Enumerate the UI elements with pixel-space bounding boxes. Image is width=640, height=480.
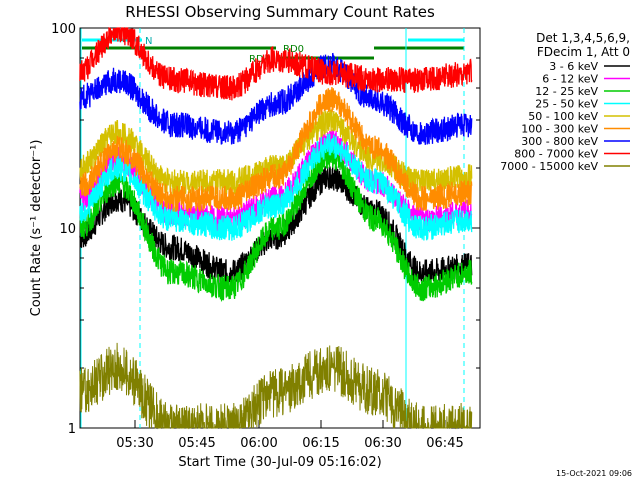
y-tick-label-100: 100	[51, 22, 76, 37]
legend-label: 800 - 7000 keV	[514, 148, 598, 161]
legend-label: 3 - 6 keV	[549, 60, 598, 73]
series-7000_15000keV-line	[79, 342, 473, 430]
x-tick-label-0615: 06:15	[302, 436, 339, 451]
series-12_25keV-line	[79, 144, 473, 303]
legend-label: 25 - 50 keV	[535, 98, 598, 111]
y-tick-label-10: 10	[59, 222, 76, 237]
x-tick-label-0545: 05:45	[178, 436, 215, 451]
x-tick-label-0600: 06:00	[240, 436, 277, 451]
timestamp: 15-Oct-2021 09:06	[556, 469, 632, 478]
x-tick-label-0645: 06:45	[426, 436, 463, 451]
series-path	[79, 144, 473, 303]
x-tick-label-0530: 05:30	[116, 436, 153, 451]
legend-label: 50 - 100 keV	[528, 110, 598, 123]
series-300_800keV-line	[79, 52, 473, 145]
series-path	[79, 86, 473, 213]
series-800_7000keV-line	[79, 27, 473, 101]
rd0-label: RD0	[283, 44, 304, 55]
series-100_300keV-line	[79, 86, 473, 213]
legend-header-1: Det 1,3,4,5,6,9,	[536, 31, 630, 45]
chart-title: RHESSI Observing Summary Count Rates	[125, 3, 435, 21]
legend-label: 300 - 800 keV	[521, 135, 598, 148]
legend-label: 7000 - 15000 keV	[500, 160, 598, 173]
series-layer	[79, 27, 473, 430]
legend-label: 6 - 12 keV	[542, 73, 598, 86]
rd4-label: RD4	[249, 54, 270, 65]
x-tick-label-0630: 06:30	[364, 436, 401, 451]
n-label: N	[145, 36, 152, 47]
series-path	[79, 52, 473, 145]
legend-label: 12 - 25 keV	[535, 85, 598, 98]
legend-header-2: FDecim 1, Att 0	[537, 45, 630, 59]
series-path	[79, 27, 473, 101]
series-25_50keV-line	[79, 133, 473, 241]
y-axis-label: Count Rate (s⁻¹ detector⁻¹)	[29, 140, 44, 317]
x-axis-label: Start Time (30-Jul-09 05:16:02)	[178, 455, 381, 470]
series-path	[79, 342, 473, 430]
y-tick-label-1: 1	[68, 422, 76, 437]
series-path	[79, 133, 473, 241]
legend-label: 100 - 300 keV	[521, 123, 598, 136]
